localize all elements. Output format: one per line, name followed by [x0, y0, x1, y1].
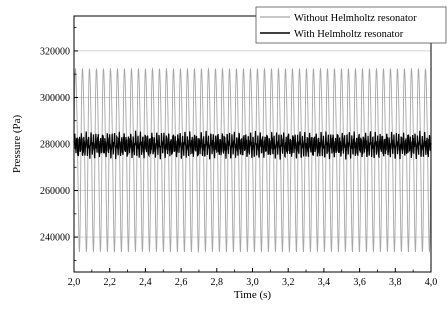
x-axis-label: Time (s) [234, 289, 272, 301]
y-tick-label: 260000 [40, 186, 70, 197]
y-axis-ticks: 240000 260000 280000 300000 320000 [40, 27, 78, 261]
y-axis-label: Pressure (Pa) [11, 114, 23, 173]
y-tick-label: 300000 [40, 93, 70, 104]
x-tick-label: 2,2 [103, 277, 116, 288]
y-tick-label: 320000 [40, 46, 70, 57]
y-tick-label: 280000 [40, 140, 70, 151]
series-layer [73, 66, 432, 254]
x-tick-label: 2,4 [139, 277, 152, 288]
y-tick-label: 240000 [40, 233, 70, 244]
series-line-without-resonator [73, 66, 432, 254]
x-tick-label: 2,0 [68, 277, 81, 288]
x-tick-label: 3,8 [389, 277, 402, 288]
legend-box [255, 6, 447, 44]
legend-label-with-resonator: With Helmholtz resonator [294, 29, 404, 40]
legend: Without Helmholtz resonator With Helmhol… [255, 6, 447, 44]
x-axis-ticks: 2,0 2,2 2,4 2,6 2,8 3,0 3,2 3,4 3,6 3,8 4,0 [68, 268, 438, 288]
x-tick-label: 3,4 [318, 277, 331, 288]
x-tick-label: 3,6 [353, 277, 366, 288]
x-tick-label: 3,2 [282, 277, 295, 288]
x-tick-label: 2,6 [175, 277, 188, 288]
legend-label-without-resonator: Without Helmholtz resonator [294, 13, 417, 24]
x-tick-label: 3,0 [246, 277, 259, 288]
x-tick-label: 2,8 [211, 277, 224, 288]
x-tick-label: 4,0 [425, 277, 438, 288]
series-line-with-resonator [73, 130, 432, 160]
